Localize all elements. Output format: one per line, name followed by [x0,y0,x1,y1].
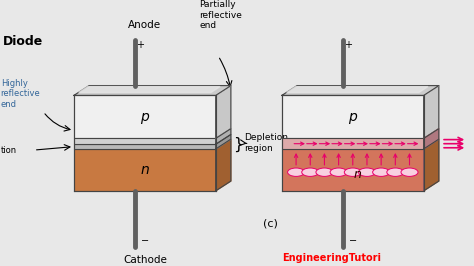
Polygon shape [74,86,231,95]
Circle shape [358,168,375,176]
Circle shape [302,168,319,176]
Polygon shape [282,86,439,95]
Text: Cathode: Cathode [123,255,167,265]
Text: Diode: Diode [3,35,43,48]
Bar [74,149,216,191]
Text: Anode: Anode [128,20,162,30]
Text: EngineeringTutori: EngineeringTutori [282,253,381,263]
Polygon shape [424,86,439,138]
Polygon shape [216,139,231,191]
Polygon shape [287,87,428,93]
Text: −: − [349,236,357,246]
Text: p: p [348,110,357,124]
Bar [282,149,424,191]
Text: p: p [140,110,149,124]
Polygon shape [216,129,231,144]
Circle shape [401,168,418,176]
Bar [74,144,216,149]
Circle shape [316,168,333,176]
Bar [74,138,216,144]
Polygon shape [424,139,439,191]
Bar [282,149,424,191]
Circle shape [344,168,361,176]
Polygon shape [79,87,220,93]
Circle shape [330,168,347,176]
Text: Highly
reflective
end: Highly reflective end [0,79,40,109]
Text: +: + [136,40,144,50]
Text: tion: tion [0,146,17,155]
Circle shape [373,168,390,176]
Polygon shape [424,129,439,149]
Text: }: } [233,137,243,152]
Bar [74,95,216,138]
Polygon shape [216,135,231,149]
Text: Partially
reflective
end: Partially reflective end [199,1,242,30]
Polygon shape [216,86,231,138]
Text: +: + [344,40,352,50]
Text: n: n [140,163,149,177]
Text: −: − [141,236,149,246]
Circle shape [288,168,305,176]
Text: n: n [354,168,362,181]
Bar [282,138,424,149]
Text: (c): (c) [263,218,277,228]
Circle shape [387,168,404,176]
Text: Depletion
region: Depletion region [244,134,288,153]
Bar [282,95,424,138]
